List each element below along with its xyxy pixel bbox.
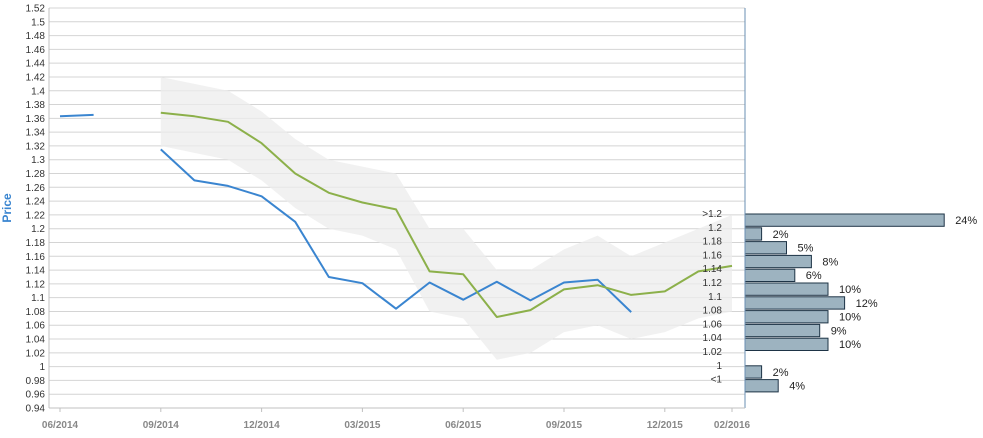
distribution-bar [744, 296, 846, 310]
series-lines [59, 111, 733, 318]
y-tick-label: 0.94 [26, 404, 46, 415]
y-tick-label: 1.42 [26, 72, 46, 83]
distribution-category-label: 1 [716, 361, 722, 372]
y-tick-label: 1.02 [26, 348, 46, 359]
series-line-forecast [160, 111, 733, 318]
x-tick-label: 03/2015 [344, 420, 381, 431]
y-tick-label: 1.16 [26, 252, 46, 263]
distribution-category-label: 1.06 [703, 319, 723, 330]
y-tick-label: 1.24 [26, 197, 46, 208]
distribution-category-label: 1.2 [708, 223, 722, 234]
y-tick-label: 1.52 [26, 4, 46, 15]
distribution-value-label: 9% [831, 325, 847, 337]
distribution-bar [744, 310, 829, 324]
y-tick-label: 1.2 [31, 224, 45, 235]
x-tick-label: 06/2015 [445, 420, 482, 431]
distribution-category-label: 1.04 [703, 333, 723, 344]
y-tick-label: 1.36 [26, 114, 46, 125]
y-tick-label: 1.46 [26, 45, 46, 56]
distribution-bar [744, 365, 763, 379]
axes [48, 8, 746, 412]
distribution-value-label: 24% [955, 215, 977, 227]
distribution-category-label: 1.08 [703, 306, 723, 317]
x-tick-labels: 06/2014 09/2014 12/2014 03/2015 06/2015 09/20… [42, 420, 751, 431]
y-tick-labels: 0.94 0.96 0.98 1 1.02 1.04 1.06 1.08 1.1 1.12 1.14… [26, 4, 46, 415]
x-tick-label: 02/2016 [714, 420, 751, 431]
y-tick-label: 1.5 [31, 17, 45, 28]
distribution-value-label: 2% [773, 367, 789, 379]
y-tick-label: 1.18 [26, 238, 46, 249]
x-tick-label: 06/2014 [42, 420, 79, 431]
distribution-bar [744, 379, 779, 393]
y-tick-label: 1.32 [26, 141, 46, 152]
y-tick-label: 0.96 [26, 390, 46, 401]
y-tick-label: 1.4 [31, 86, 45, 97]
x-tick-label: 09/2015 [546, 420, 583, 431]
y-axis-label: Price [0, 193, 14, 223]
distribution-value-label: 6% [806, 270, 822, 282]
y-tick-label: 1.44 [26, 59, 46, 70]
distribution-bar [744, 213, 945, 227]
y-tick-label: 1.14 [26, 266, 46, 277]
y-tick-label: 1.48 [26, 31, 46, 42]
distribution-category-label: 1.02 [703, 347, 723, 358]
band-area [160, 76, 733, 360]
y-tick-label: 1.34 [26, 128, 46, 139]
distribution-value-label: 5% [798, 243, 814, 255]
distribution-category-label: 1.16 [703, 250, 723, 261]
distribution-category-label: 1.12 [703, 278, 723, 289]
y-tick-label: 1 [39, 362, 45, 373]
y-tick-label: 1.06 [26, 321, 46, 332]
distribution-bar [744, 241, 787, 255]
x-tick-label: 12/2015 [647, 420, 684, 431]
distribution-category-label: 1.18 [703, 237, 723, 248]
y-tick-label: 1.08 [26, 307, 46, 318]
distribution-value-label: 8% [822, 256, 838, 268]
distribution-value-label: 12% [856, 298, 878, 310]
distribution-bar [744, 254, 812, 269]
y-tick-label: 0.98 [26, 376, 46, 387]
y-tick-label: 1.12 [26, 279, 46, 290]
distribution-bar [744, 282, 829, 296]
y-tick-label: 1.22 [26, 210, 46, 221]
distribution-bar [744, 268, 796, 283]
distribution-category-label: 1.1 [708, 292, 722, 303]
x-tick-label: 12/2014 [244, 420, 281, 431]
distribution-value-label: 10% [839, 339, 861, 351]
distribution-bar [744, 323, 821, 338]
distribution-category-label: <1 [711, 375, 723, 386]
distribution-bar [744, 337, 829, 352]
distribution-value-label: 4% [789, 381, 805, 393]
y-tick-label: 1.38 [26, 100, 46, 111]
y-tick-label: 1.3 [31, 155, 45, 166]
y-tick-label: 1.04 [26, 335, 46, 346]
distribution-value-label: 10% [839, 312, 861, 324]
distribution-category-label: 1.14 [703, 264, 723, 275]
forecast-band [160, 76, 733, 360]
distribution-value-label: 2% [773, 229, 789, 241]
distribution-category-labels: >1.2 1.2 1.18 1.16 1.14 1.12 1.1 1.08 1.06 1.04 1.… [702, 209, 722, 386]
y-tick-label: 1.26 [26, 183, 46, 194]
distribution-category-label: >1.2 [702, 209, 722, 220]
x-tick-label: 09/2014 [143, 420, 180, 431]
distribution-value-label: 10% [839, 284, 861, 296]
distribution-bar [744, 227, 763, 241]
series-line-actual [59, 113, 632, 313]
distribution-value-labels: 24%2%5%8%6%10%12%10%9%10%2%4% [773, 215, 978, 393]
y-tick-label: 1.1 [31, 293, 45, 304]
y-tick-label: 1.28 [26, 169, 46, 180]
